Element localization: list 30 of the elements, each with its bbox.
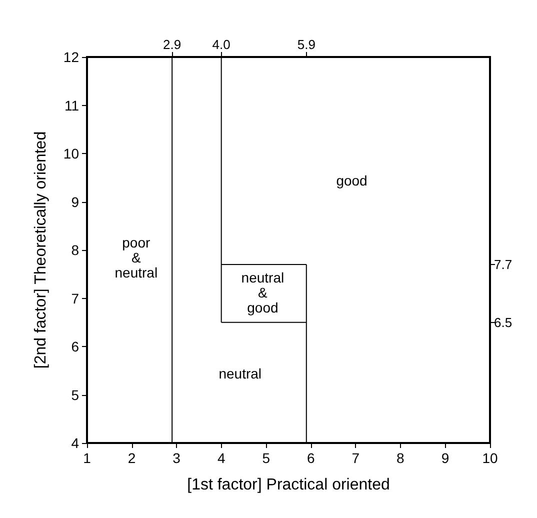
y-tick-label: 6 [71, 338, 80, 354]
y2-tick-label: 6.5 [494, 314, 512, 330]
annotation: neutral & good [241, 269, 284, 316]
x-tick-label: 10 [482, 450, 498, 466]
x-tick-label: 4 [217, 450, 226, 466]
x2-tick-label: 2.9 [163, 37, 182, 52]
x-tick-label: 8 [396, 450, 405, 466]
x-tick-label: 1 [83, 450, 92, 466]
y-tick-label: 10 [63, 146, 80, 162]
annotation: good [336, 172, 368, 189]
y-tick-label: 12 [63, 49, 80, 65]
x-tick-label: 9 [441, 450, 450, 466]
x2-tick-label: 4.0 [212, 37, 230, 52]
x-axis-title: [1st factor] Practical oriented [187, 476, 390, 494]
y-axis-title: [2nd factor] Theoretically oriented [32, 131, 50, 369]
x-tick-label: 7 [352, 450, 360, 466]
y-tick-label: 11 [64, 97, 80, 114]
y-tick-label: 5 [71, 386, 80, 403]
y-tick-label: 4 [71, 435, 80, 451]
y2-tick-label: 7.7 [494, 256, 512, 272]
y-tick-label: 8 [71, 242, 80, 258]
x-tick-label: 2 [128, 450, 136, 466]
y-tick-label: 7 [71, 290, 80, 306]
annotation: poor & neutral [114, 234, 158, 281]
x2-tick-label: 5.9 [297, 37, 316, 52]
x-tick-label: 6 [306, 450, 315, 466]
x-tick-label: 3 [172, 450, 181, 466]
y-tick-label: 9 [71, 194, 80, 210]
annotation: neutral [218, 366, 262, 382]
x-tick-label: 5 [262, 450, 270, 466]
